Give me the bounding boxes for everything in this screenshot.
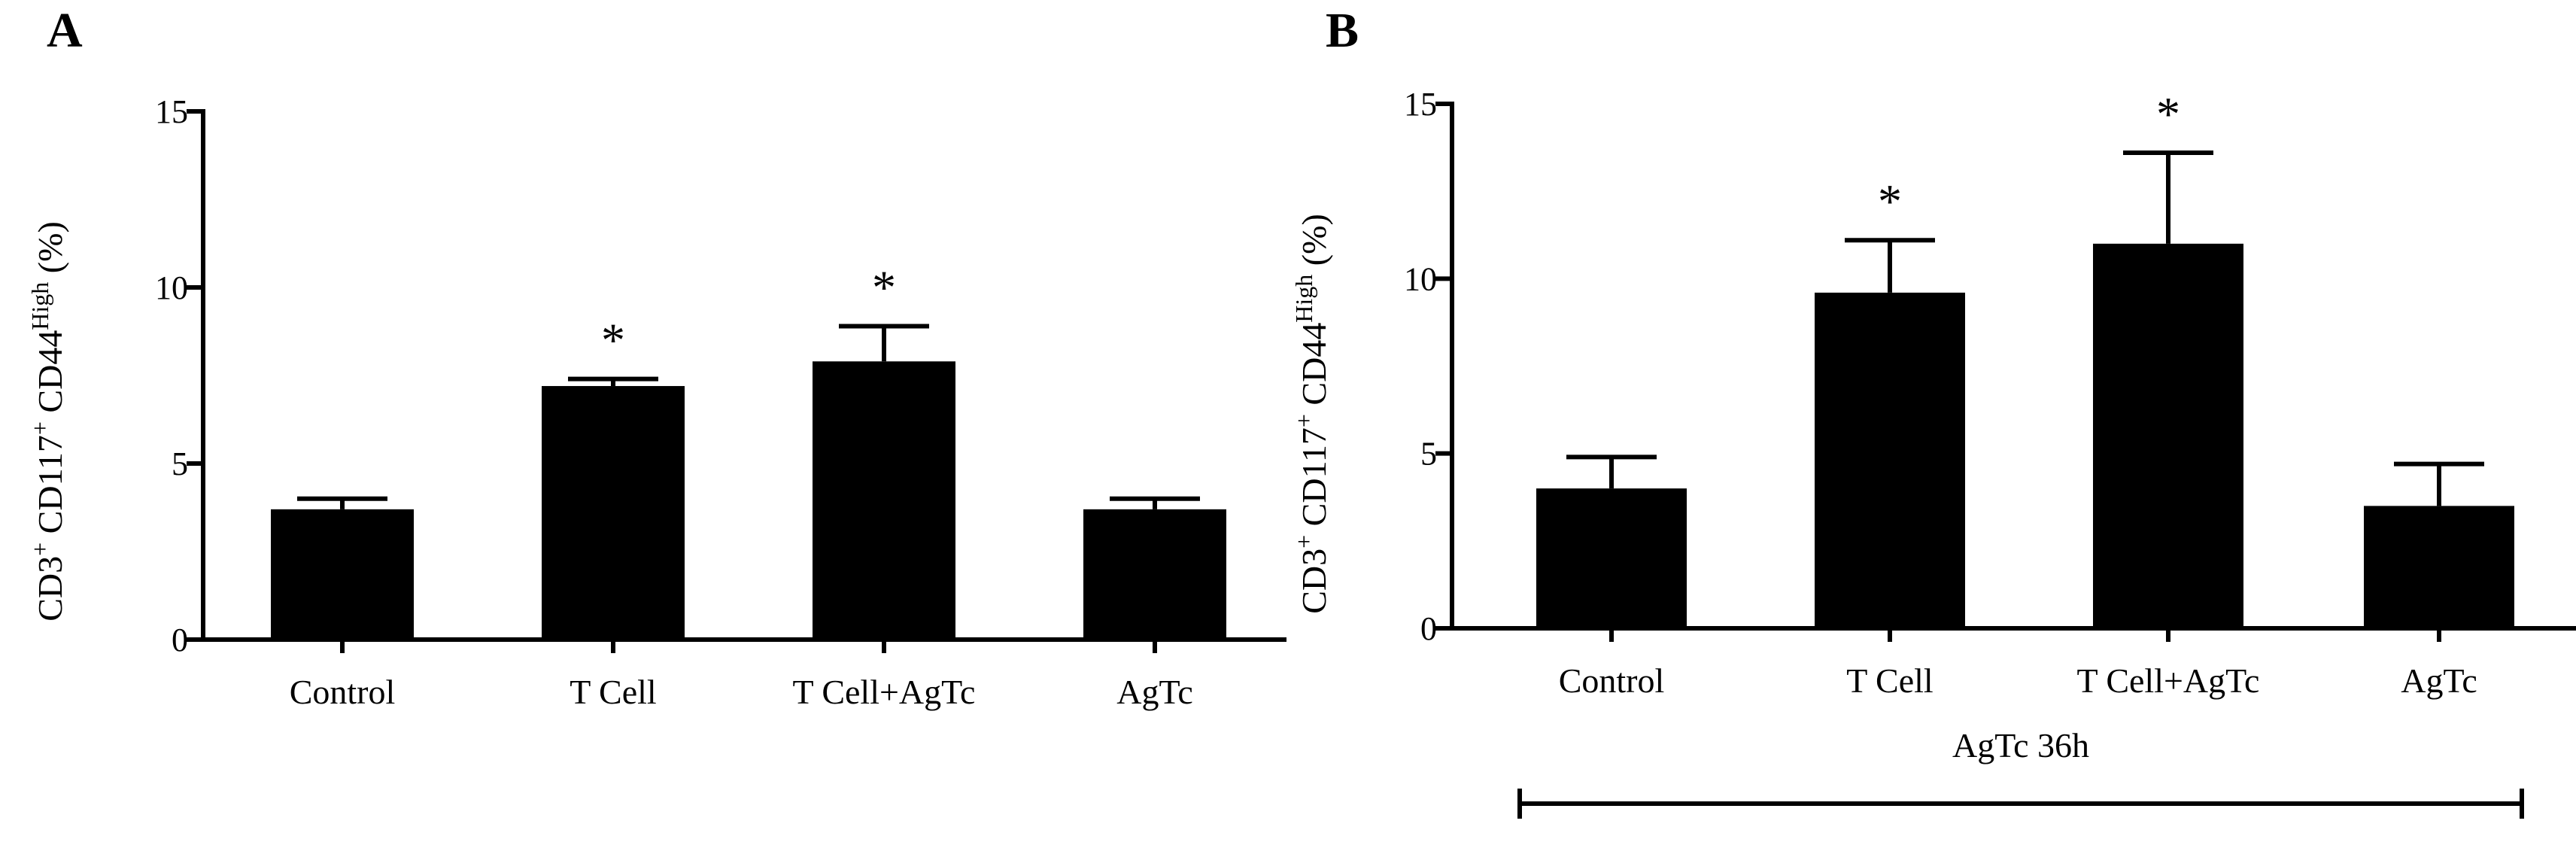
panel-a-significance-star: * (872, 260, 896, 314)
panel-b-y-axis-label: CD3+ CD117+ CD44High (%) (1290, 214, 1333, 614)
panel-a-y-tick-label: 5 (172, 445, 188, 482)
panel-a-category-label: T Cell (570, 673, 656, 711)
panel-a-y-tick-label: 0 (172, 622, 188, 658)
panel-a-plot-area: 0 5 10 15 Control T Cell * T Cell+AgTc * AgTc (155, 93, 1286, 711)
panel-a-bar (542, 386, 685, 640)
panel-a-y-axis-label: CD3+ CD117+ CD44High (%) (26, 221, 69, 622)
panel-a-letter: A (47, 3, 83, 58)
panel-b-y-tick-label: 5 (1420, 436, 1437, 473)
panel-b-significance-star: * (1878, 175, 1902, 228)
panel-b: B CD3+ CD117+ CD44High (%) 0 5 10 15 Control… (1290, 3, 2576, 819)
panel-b-y-tick-label: 15 (1404, 86, 1437, 123)
panel-b-plot-area: 0 5 10 15 Control T Cell * T Cell+AgTc * AgTc (1404, 86, 2576, 700)
panel-a-y-tick-label: 15 (155, 93, 188, 130)
panel-b-bar (2364, 506, 2514, 628)
panel-b-category-label: AgTc (2401, 661, 2477, 700)
bracket-label: AgTc 36h (1952, 726, 2089, 764)
panel-a-y-tick-label: 10 (155, 269, 188, 306)
panel-b-bar (2093, 243, 2243, 628)
panel-b-y-tick-label: 10 (1404, 260, 1437, 297)
panel-a-significance-star: * (601, 314, 625, 367)
panel-a-category-label: Control (290, 673, 396, 711)
panel-a-bar (271, 509, 414, 640)
panel-b-category-label: Control (1559, 661, 1665, 700)
panel-b-letter: B (1326, 3, 1359, 58)
time-bracket: AgTc 36h (1517, 726, 2524, 819)
panel-a-bar (813, 361, 955, 640)
panel-b-bar (1815, 292, 1965, 628)
panel-a: A CD3+ CD117+ CD44High (%) 0 5 10 15 Control… (26, 3, 1286, 711)
panel-b-significance-star: * (2156, 87, 2180, 141)
panel-b-y-tick-label: 0 (1420, 610, 1437, 647)
panel-b-category-label: T Cell (1846, 661, 1933, 700)
panel-a-bar (1083, 509, 1226, 640)
panel-a-category-label: T Cell+AgTc (793, 673, 976, 711)
panel-b-bar (1536, 488, 1687, 628)
panel-b-category-label: T Cell+AgTc (2077, 661, 2260, 700)
panel-a-category-label: AgTc (1116, 673, 1193, 711)
